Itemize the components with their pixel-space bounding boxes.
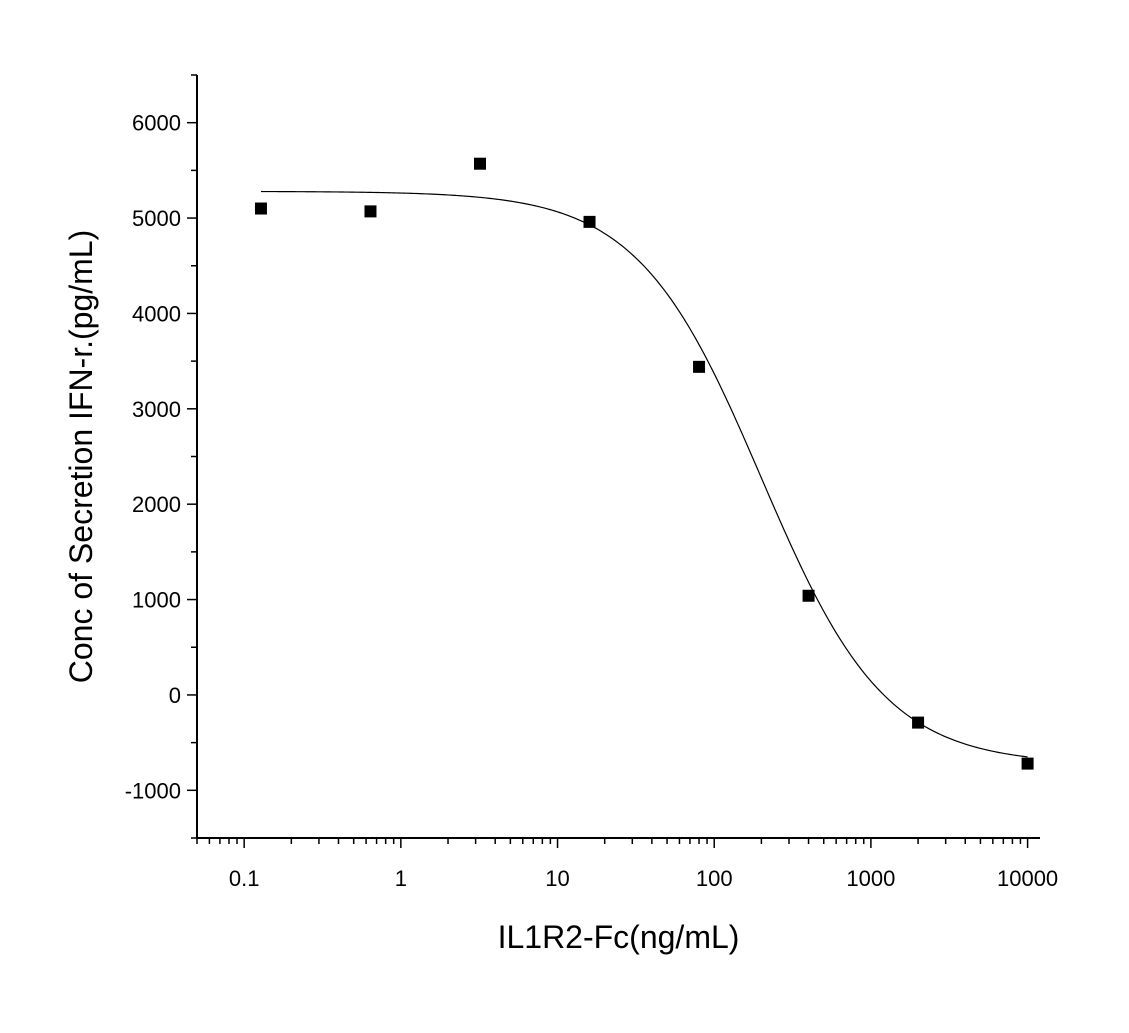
y-tick-label: 2000 (132, 492, 181, 517)
data-points (254, 157, 1034, 770)
y-axis: -1000 0 1000 2000 3000 4000 5000 6000 (125, 74, 198, 839)
fit-curve-layer (260, 190, 1028, 758)
y-axis-title: Conc of Secretion IFN-r.(pg/mL) (63, 230, 99, 683)
y-tick-label: 6000 (132, 111, 181, 136)
x-axis: 0.1 1 10 100 1000 10000 (196, 837, 1058, 891)
x-tick-label: 0.1 (229, 866, 260, 891)
x-tick-label: 100 (696, 866, 733, 891)
y-tick-label: 4000 (132, 301, 181, 326)
data-point (364, 205, 377, 218)
y-tick-label: 3000 (132, 397, 181, 422)
y-tick-label: 5000 (132, 206, 181, 231)
x-tick-label: 10 (545, 866, 569, 891)
data-point (1021, 757, 1034, 770)
y-tick-label: 0 (169, 683, 181, 708)
data-point (693, 360, 706, 373)
x-tick-label: 1 (395, 866, 407, 891)
data-point (583, 215, 596, 228)
x-tick-label: 10000 (997, 866, 1058, 891)
data-point (474, 157, 487, 170)
y-tick-label: 1000 (132, 588, 181, 613)
fit-curve (260, 190, 1028, 758)
y-tick-label: -1000 (125, 778, 181, 803)
x-axis-title: IL1R2-Fc(ng/mL) (498, 919, 740, 955)
data-point (802, 589, 815, 602)
data-point (254, 202, 267, 215)
x-tick-label: 1000 (846, 866, 895, 891)
data-point (912, 716, 925, 729)
